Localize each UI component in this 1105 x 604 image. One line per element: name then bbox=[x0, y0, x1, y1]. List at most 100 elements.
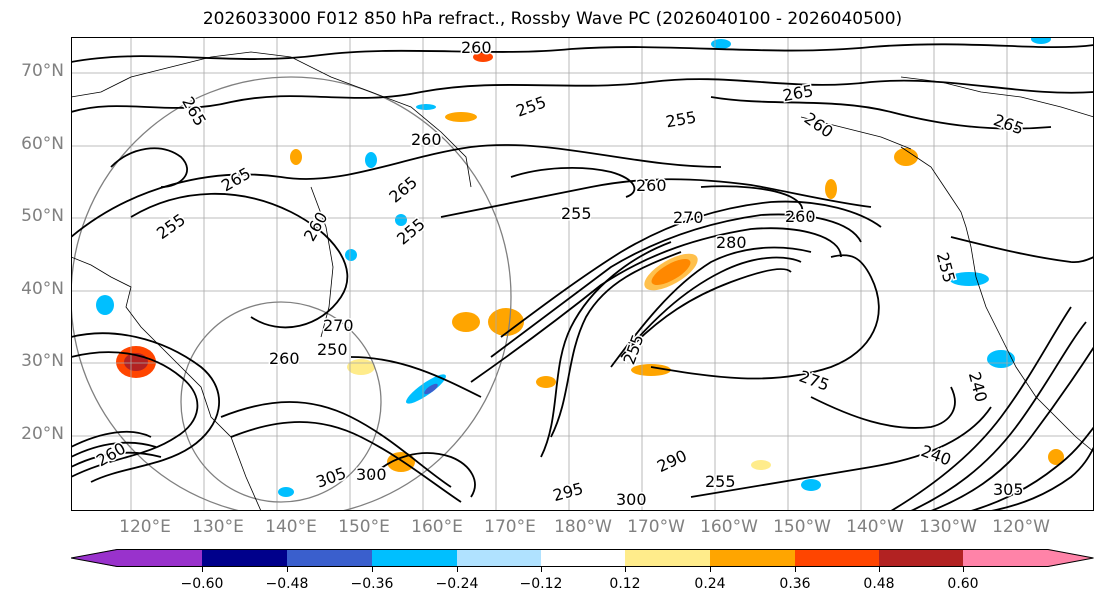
colorbar-segment bbox=[710, 549, 795, 567]
negative-anomaly-patch bbox=[711, 39, 731, 49]
colorbar-segment bbox=[457, 549, 541, 567]
contour-label: 270 bbox=[673, 208, 704, 227]
negative-anomaly-patch bbox=[801, 479, 821, 491]
contour-label: 265 bbox=[385, 172, 421, 206]
negative-anomaly-patch bbox=[278, 487, 294, 497]
colorbar-tick-label: 0.12 bbox=[609, 576, 641, 592]
colorbar-tick-label: 0.60 bbox=[947, 576, 979, 592]
contour-label: 305 bbox=[313, 463, 348, 491]
contour-labels: 260 265 255 265 260 255 260 265 255 265 … bbox=[92, 37, 1028, 511]
contour-label: 300 bbox=[356, 465, 387, 484]
latitude-label: 30°N bbox=[21, 351, 64, 371]
longitude-label: 160°W bbox=[700, 517, 758, 537]
colorbar-segment bbox=[372, 549, 457, 567]
map-panel[interactable]: 260 265 255 265 260 255 260 265 255 265 … bbox=[71, 37, 1094, 511]
colorbar-tick-mark bbox=[963, 567, 964, 572]
colorbar-segment bbox=[625, 549, 710, 567]
anomaly-shading bbox=[96, 37, 1064, 497]
contour-label: 260 bbox=[300, 209, 332, 245]
contour-label: 250 bbox=[317, 340, 348, 359]
colorbar-tick-mark bbox=[372, 567, 373, 572]
contour-label: 290 bbox=[654, 446, 690, 476]
contour-label: 240 bbox=[919, 441, 954, 469]
colorbar-tick-mark bbox=[457, 567, 458, 572]
contour-label: 265 bbox=[781, 81, 814, 105]
colorbar-segment bbox=[287, 549, 372, 567]
colorbar-outline bbox=[71, 549, 1094, 567]
graticule bbox=[71, 37, 1094, 511]
contour-label: 260 bbox=[461, 38, 492, 57]
colorbar-segment bbox=[541, 549, 625, 567]
contour-label: 255 bbox=[153, 210, 189, 243]
negative-anomaly-patch bbox=[1031, 37, 1051, 44]
contour-label: 260 bbox=[269, 349, 300, 368]
contour-label: 255 bbox=[664, 107, 697, 131]
colorbar-extend-low bbox=[71, 549, 202, 567]
colorbar-tick-mark bbox=[287, 567, 288, 572]
longitude-label: 170°E bbox=[484, 517, 536, 537]
positive-anomaly-patch bbox=[825, 179, 837, 199]
positive-anomaly-patch bbox=[387, 452, 415, 472]
longitude-label: 160°E bbox=[411, 517, 463, 537]
colorbar-extend-high bbox=[963, 549, 1094, 567]
latitude-label: 20°N bbox=[21, 424, 64, 444]
longitude-label: 170°W bbox=[627, 517, 685, 537]
colorbar-tick-label: −0.24 bbox=[435, 576, 479, 592]
colorbar-segment bbox=[202, 549, 287, 567]
colorbar-tick-mark bbox=[541, 567, 542, 572]
contour-label: 265 bbox=[218, 164, 254, 196]
negative-anomaly-patch bbox=[365, 152, 377, 168]
map-canvas: 260 265 255 265 260 255 260 265 255 265 … bbox=[71, 37, 1094, 511]
contour-label: 275 bbox=[797, 366, 832, 394]
positive-anomaly-patch bbox=[1048, 449, 1064, 465]
positive-anomaly-patch bbox=[894, 148, 918, 166]
longitude-label: 130°E bbox=[192, 517, 244, 537]
negative-anomaly-patch bbox=[424, 383, 438, 395]
longitude-label: 120°W bbox=[992, 517, 1050, 537]
colorbar-tick-mark bbox=[625, 567, 626, 572]
longitude-label: 180°W bbox=[554, 517, 612, 537]
contour-label: 260 bbox=[411, 130, 442, 149]
contour-label: 255 bbox=[705, 472, 736, 491]
positive-anomaly-patch bbox=[347, 359, 375, 375]
contour-label: 255 bbox=[561, 204, 592, 223]
positive-anomaly-patch bbox=[290, 149, 302, 165]
negative-anomaly-patch bbox=[987, 350, 1015, 368]
colorbar-tick-label: 0.36 bbox=[779, 576, 811, 592]
negative-anomaly-patch bbox=[395, 214, 407, 226]
positive-anomaly-patch bbox=[631, 364, 671, 376]
longitude-label: 140°E bbox=[265, 517, 317, 537]
colorbar-tick-label: 0.24 bbox=[694, 576, 726, 592]
colorbar-tick-label: −0.60 bbox=[180, 576, 224, 592]
contour-label: 260 bbox=[636, 176, 667, 195]
contour-label: 240 bbox=[965, 370, 991, 404]
longitude-label: 130°W bbox=[919, 517, 977, 537]
map-title: 2026033000 F012 850 hPa refract., Rossby… bbox=[202, 9, 903, 29]
latitude-label: 60°N bbox=[21, 134, 64, 154]
colorbar-segment bbox=[795, 549, 879, 567]
contour-label: 305 bbox=[993, 480, 1024, 499]
contour-label: 255 bbox=[933, 250, 959, 284]
negative-anomaly-patch bbox=[949, 272, 989, 286]
contour-label: 255 bbox=[619, 332, 647, 367]
longitude-label: 140°W bbox=[846, 517, 904, 537]
longitude-label: 150°E bbox=[338, 517, 390, 537]
latitude-label: 40°N bbox=[21, 279, 64, 299]
colorbar-tick-mark bbox=[202, 567, 203, 572]
contour-label: 255 bbox=[513, 92, 548, 120]
longitude-label: 120°E bbox=[119, 517, 171, 537]
positive-anomaly-patch bbox=[452, 312, 480, 332]
contour-label: 280 bbox=[716, 233, 747, 252]
contour-label: 300 bbox=[616, 490, 647, 509]
positive-anomaly-patch bbox=[644, 253, 698, 291]
longitude-label: 150°W bbox=[773, 517, 831, 537]
colorbar-tick-mark bbox=[710, 567, 711, 572]
positive-anomaly-patch bbox=[488, 308, 524, 336]
positive-anomaly-patch bbox=[473, 52, 493, 62]
negative-anomaly-patch bbox=[345, 249, 357, 261]
negative-anomaly-patch bbox=[96, 295, 114, 315]
contour-label: 270 bbox=[323, 316, 354, 335]
positive-anomaly-patch bbox=[751, 460, 771, 470]
colorbar-segment bbox=[879, 549, 963, 567]
contour-label: 260 bbox=[801, 109, 837, 142]
